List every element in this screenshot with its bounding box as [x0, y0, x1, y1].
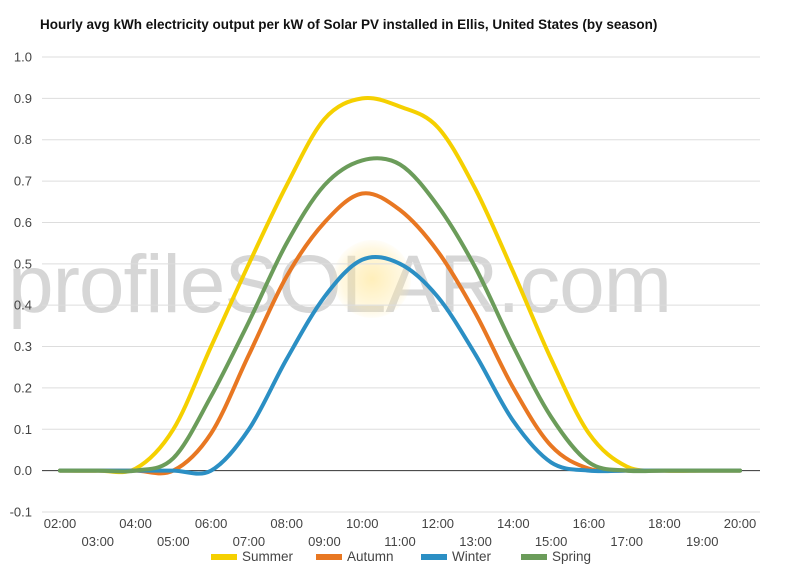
x-tick-label: 11:00 — [384, 534, 416, 549]
x-tick-label: 09:00 — [308, 534, 341, 549]
y-tick-label: 0.4 — [14, 298, 32, 313]
chart-title: Hourly avg kWh electricity output per kW… — [40, 17, 658, 32]
legend-swatch — [316, 554, 342, 560]
y-tick-label: 0.7 — [14, 174, 32, 189]
x-tick-label: 20:00 — [724, 516, 757, 531]
x-tick-label: 12:00 — [422, 516, 455, 531]
x-tick-label: 18:00 — [648, 516, 681, 531]
y-tick-label: 0.9 — [14, 91, 32, 106]
x-tick-label: 03:00 — [82, 534, 115, 549]
x-tick-label: 04:00 — [119, 516, 152, 531]
x-tick-label: 17:00 — [610, 534, 643, 549]
legend-label: Autumn — [347, 549, 394, 564]
y-tick-label: 1.0 — [14, 50, 32, 65]
chart-legend: Summer Autumn Winter Spring — [0, 549, 800, 567]
series-lines — [58, 95, 742, 476]
y-tick-label: 0.0 — [14, 463, 32, 478]
series-line-spring — [58, 156, 742, 474]
y-axis-ticks: -0.1 0.0 0.1 0.2 0.3 0.4 0.5 0.6 0.7 0.8 0.9 1.0 — [10, 50, 32, 520]
grid-lines — [42, 56, 760, 513]
x-tick-label: 02:00 — [44, 516, 77, 531]
y-tick-label: 0.1 — [14, 422, 32, 437]
legend-label: Summer — [242, 549, 294, 564]
y-tick-label: 0.8 — [14, 132, 32, 147]
x-tick-label: 06:00 — [195, 516, 228, 531]
legend-swatch — [211, 554, 237, 560]
x-tick-label: 05:00 — [157, 534, 190, 549]
x-tick-label: 19:00 — [686, 534, 719, 549]
legend-swatch — [521, 554, 547, 560]
x-tick-label: 15:00 — [535, 534, 568, 549]
y-tick-label: 0.3 — [14, 339, 32, 354]
x-tick-label: 16:00 — [573, 516, 606, 531]
series-line-autumn — [58, 191, 742, 476]
x-tick-label: 10:00 — [346, 516, 379, 531]
x-tick-label: 13:00 — [459, 534, 492, 549]
y-tick-label: -0.1 — [10, 505, 32, 520]
legend-label: Winter — [452, 549, 492, 564]
series-line-winter — [58, 254, 742, 476]
x-tick-label: 14:00 — [497, 516, 530, 531]
x-axis-ticks: 02:00 03:00 04:00 05:00 06:00 07:00 08:00 09:00… — [44, 516, 757, 549]
y-tick-label: 0.6 — [14, 215, 32, 230]
y-tick-label: 0.2 — [14, 380, 32, 395]
series-line-summer — [58, 95, 742, 475]
y-tick-label: 0.5 — [14, 256, 32, 271]
legend-swatch — [421, 554, 447, 560]
x-tick-label: 07:00 — [233, 534, 266, 549]
x-tick-label: 08:00 — [270, 516, 303, 531]
legend-label: Spring — [552, 549, 592, 564]
